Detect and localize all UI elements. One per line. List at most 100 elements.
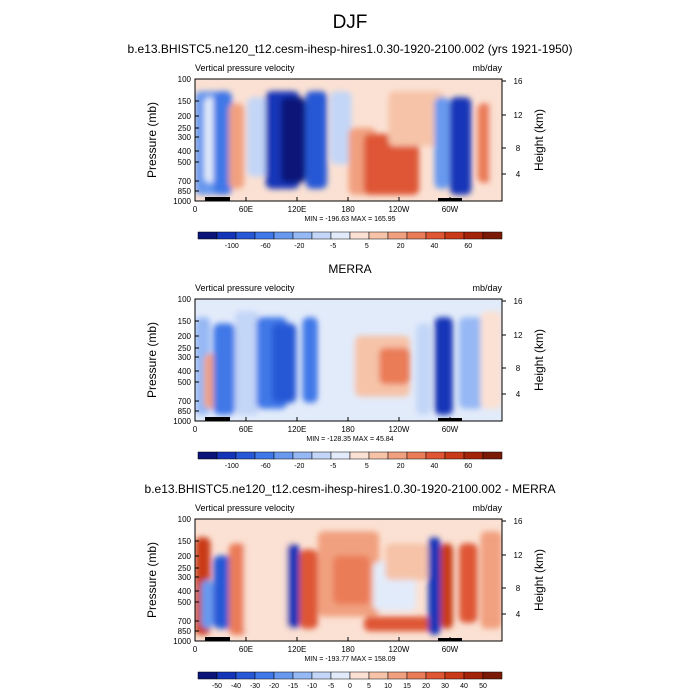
right-tick-label: 4 bbox=[516, 610, 521, 619]
x-tick-label: 120E bbox=[288, 645, 307, 654]
colorbar-label: 40 bbox=[460, 683, 468, 690]
colorbar-box bbox=[387, 231, 408, 240]
colorbar-box bbox=[235, 231, 256, 240]
contour-region bbox=[379, 347, 410, 385]
right-tick-label: 8 bbox=[516, 364, 521, 373]
contour-region bbox=[271, 323, 297, 403]
contour-region bbox=[385, 543, 429, 580]
colorbar-label: -40 bbox=[231, 683, 241, 690]
y-tick-label: 200 bbox=[178, 332, 192, 341]
colorbar-box bbox=[330, 231, 351, 240]
y-tick-label: 500 bbox=[178, 158, 192, 167]
x-tick-label: 120E bbox=[288, 205, 307, 214]
colorbar-label: 60 bbox=[464, 243, 472, 250]
contour-region bbox=[228, 103, 245, 189]
y-tick-label: 500 bbox=[178, 598, 192, 607]
colorbar-box bbox=[406, 671, 427, 680]
colorbar-label: -50 bbox=[212, 683, 222, 690]
colorbar-label: 20 bbox=[397, 243, 405, 250]
left-string: Vertical pressure velocity bbox=[195, 63, 295, 73]
colorbar-box bbox=[444, 451, 465, 460]
colorbar-box bbox=[273, 671, 294, 680]
colorbar-box bbox=[292, 671, 313, 680]
colorbar-label: -20 bbox=[294, 463, 304, 470]
x-tick-label: 60W bbox=[442, 645, 459, 654]
contour-region bbox=[459, 317, 484, 409]
contour-region bbox=[480, 311, 502, 409]
colorbar-label: 5 bbox=[365, 243, 369, 250]
colorbar-label: 0 bbox=[348, 683, 352, 690]
colorbar-box bbox=[216, 231, 237, 240]
y-tick-label: 150 bbox=[178, 537, 192, 546]
right-tick-label: 16 bbox=[514, 517, 523, 526]
colorbar-box bbox=[197, 231, 218, 240]
y-axis-title-right: Height (km) bbox=[532, 329, 546, 391]
contour-region bbox=[244, 531, 294, 635]
y-tick-label: 400 bbox=[178, 587, 192, 596]
page-title: DJF bbox=[332, 12, 368, 33]
colorbar-box bbox=[292, 451, 313, 460]
panel-2: MERRA Vertical pressure velocity mb/day 100… bbox=[145, 262, 546, 470]
contour-region bbox=[228, 543, 248, 635]
colorbar-box bbox=[406, 451, 427, 460]
colorbar-label: -10 bbox=[307, 683, 317, 690]
colorbar-box bbox=[406, 231, 427, 240]
colorbar-box bbox=[216, 451, 237, 460]
x-tick-label: 0 bbox=[193, 645, 198, 654]
x-tick-label: 120W bbox=[389, 645, 410, 654]
right-tick-label: 16 bbox=[514, 297, 523, 306]
y-tick-label: 100 bbox=[178, 295, 192, 304]
right-string: mb/day bbox=[472, 503, 502, 513]
colorbar-label: 30 bbox=[441, 683, 449, 690]
y-tick-label: 400 bbox=[178, 147, 192, 156]
contour-region bbox=[363, 133, 420, 195]
contour-region bbox=[213, 323, 235, 415]
y-axis-title-right: Height (km) bbox=[532, 109, 546, 171]
colorbar: -100 -60 -20 -5 5 20 40 60 bbox=[197, 451, 503, 470]
panel-title: b.e13.BHISTC5.ne120_t12.cesm-ihesp-hires… bbox=[128, 42, 573, 56]
colorbar-label: -5 bbox=[328, 683, 334, 690]
contour-region bbox=[440, 543, 453, 629]
x-tick-label: 180 bbox=[341, 645, 355, 654]
field-shading bbox=[195, 311, 502, 415]
contour-region bbox=[287, 543, 300, 629]
contour-field bbox=[195, 519, 502, 641]
x-tick-label: 120W bbox=[389, 205, 410, 214]
topography-mask bbox=[205, 637, 230, 641]
colorbar-label: 50 bbox=[479, 683, 487, 690]
left-string: Vertical pressure velocity bbox=[195, 503, 295, 513]
x-tick-label: 60E bbox=[239, 645, 253, 654]
y-tick-label: 250 bbox=[178, 344, 192, 353]
y-tick-label: 850 bbox=[178, 187, 192, 196]
colorbar-label: 60 bbox=[464, 463, 472, 470]
colorbar-box bbox=[292, 231, 313, 240]
contour-region bbox=[234, 311, 260, 415]
colorbar-box bbox=[463, 231, 484, 240]
right-tick-label: 12 bbox=[514, 551, 523, 560]
colorbar-box bbox=[425, 231, 446, 240]
colorbar-box bbox=[254, 231, 275, 240]
colorbar: -50 -40 -30 -20 -15 -10 -5 0 5 10 15 20 30 40 50 bbox=[197, 671, 503, 690]
colorbar-box bbox=[444, 671, 465, 680]
right-tick-label: 12 bbox=[514, 111, 523, 120]
colorbar-label: -20 bbox=[294, 243, 304, 250]
colorbar-box bbox=[368, 671, 389, 680]
y-axis-title: Pressure (mb) bbox=[145, 322, 159, 398]
right-tick-label: 16 bbox=[514, 77, 523, 86]
colorbar-box bbox=[349, 671, 370, 680]
right-tick-label: 4 bbox=[516, 170, 521, 179]
y-axis-title-right: Height (km) bbox=[532, 549, 546, 611]
colorbar-label: 5 bbox=[365, 463, 369, 470]
colorbar-box bbox=[482, 671, 503, 680]
colorbar-box bbox=[197, 671, 218, 680]
right-tick-label: 8 bbox=[516, 584, 521, 593]
right-tick-label: 8 bbox=[516, 144, 521, 153]
y-axis-title: Pressure (mb) bbox=[145, 542, 159, 618]
y-tick-label: 100 bbox=[178, 515, 192, 524]
colorbar-label: 15 bbox=[403, 683, 411, 690]
min-max-stats: MIN = -193.77 MAX = 158.09 bbox=[304, 656, 395, 663]
topography-mask bbox=[205, 417, 230, 421]
y-tick-label: 200 bbox=[178, 112, 192, 121]
x-tick-label: 180 bbox=[341, 205, 355, 214]
